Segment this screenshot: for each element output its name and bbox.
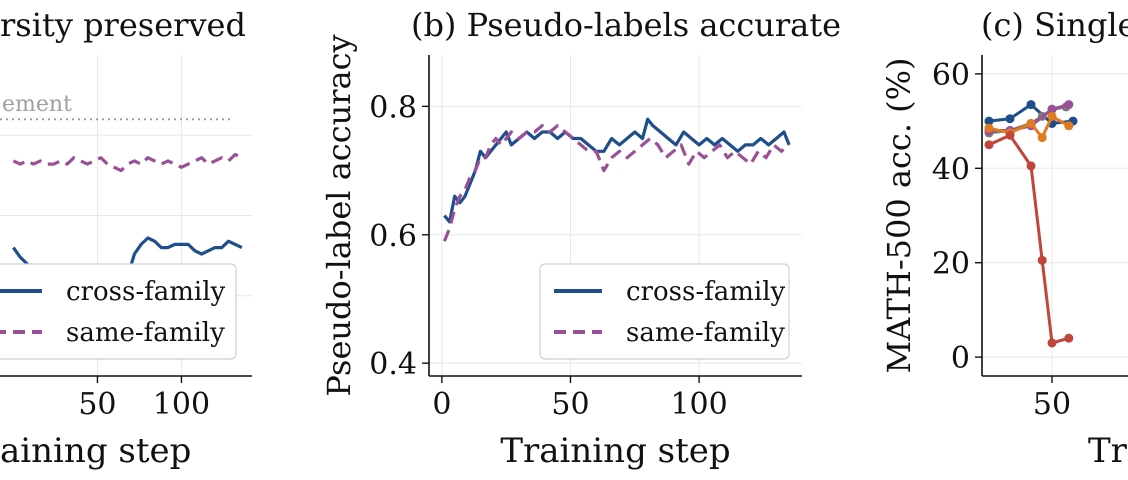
legend-b: cross-family same-family <box>539 263 790 360</box>
legend-a: cross-family same-family <box>0 263 237 360</box>
panel-c: 50 0 20 40 60 (c) Single Trai MATH-500 acc. (%) <box>880 6 1128 471</box>
x-tick-label: 50 <box>1033 387 1071 422</box>
series-line-b-0 <box>443 117 791 224</box>
y-axis-label: MATH-500 acc. (%) <box>880 57 918 373</box>
data-point <box>1005 130 1015 140</box>
data-point <box>1026 100 1036 110</box>
legend-label: cross-family <box>66 277 226 307</box>
data-point <box>1037 133 1047 143</box>
x-tick-label: 100 <box>670 387 727 422</box>
y-tick-label: 0.8 <box>369 90 417 125</box>
series-group-b <box>442 117 791 242</box>
x-axis-label: Trai <box>1088 431 1128 471</box>
legend-label: same-family <box>626 318 785 348</box>
data-point <box>984 140 994 150</box>
x-tick-label: 100 <box>153 387 210 422</box>
x-tick-label: 50 <box>78 387 116 422</box>
y-axis-label: Pseudo-label accuracy <box>320 34 358 396</box>
y-tick-label: 0 <box>951 341 970 376</box>
series-line-a-1 <box>12 152 243 173</box>
data-point <box>1047 338 1057 348</box>
grid-c <box>982 55 1128 376</box>
data-point <box>1064 333 1074 343</box>
data-point <box>984 123 994 133</box>
panel-title: (c) Single <box>981 6 1128 44</box>
series-group-c <box>984 100 1078 348</box>
series-line-b-1 <box>442 123 791 242</box>
data-point <box>1047 104 1057 114</box>
panel-title: rsity preserved <box>0 6 246 44</box>
data-point <box>1064 100 1074 110</box>
y-tick-label: 40 <box>932 152 970 187</box>
y-tick-label: 20 <box>932 247 970 282</box>
y-tick-label: 0.4 <box>369 347 417 382</box>
panel-title: (b) Pseudo-labels accurate <box>411 6 841 44</box>
legend-label: cross-family <box>626 277 786 307</box>
data-point <box>984 116 994 126</box>
data-point <box>1064 121 1074 131</box>
data-point <box>1037 255 1047 265</box>
data-point <box>1026 161 1036 171</box>
data-point <box>1005 114 1015 124</box>
legend-label: same-family <box>66 318 225 348</box>
y-tick-label: 60 <box>932 58 970 93</box>
legend-box <box>539 263 790 360</box>
panel-b: 0 50 100 0.4 0.6 0.8 (b) Pseudo-labels accurat… <box>320 6 841 471</box>
x-tick-label: 50 <box>551 387 589 422</box>
x-axis-label: Training step <box>500 431 730 471</box>
x-tick-label: 0 <box>432 387 451 422</box>
data-point <box>1047 111 1057 121</box>
x-axis-label: aining step <box>0 431 191 471</box>
data-point <box>1026 118 1036 128</box>
panel-a: ement 50 100 rsity preserved aining step cros… <box>0 6 252 471</box>
y-tick-label: 0.6 <box>369 219 417 254</box>
legend-box <box>0 263 237 360</box>
reference-label: ement <box>2 92 72 117</box>
grid-b <box>429 55 802 376</box>
